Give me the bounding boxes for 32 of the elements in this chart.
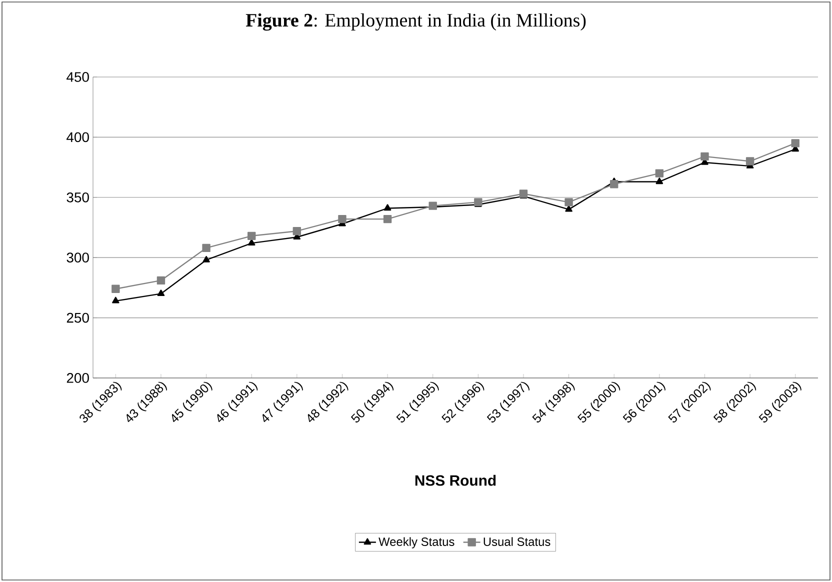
y-tick-label: 300 [66, 252, 89, 263]
point [112, 284, 120, 293]
y-tick-label: 200 [66, 373, 89, 383]
point [474, 198, 482, 206]
point [610, 180, 618, 188]
point [292, 227, 302, 236]
point [202, 256, 210, 262]
y-tick-label: 400 [66, 132, 89, 142]
x-axis-title: NSS Round [415, 474, 496, 486]
point [656, 178, 664, 184]
point [700, 152, 709, 161]
point [384, 204, 392, 211]
point [655, 169, 664, 178]
chart-title: Figure 2: Employment in India (in Millions) [246, 13, 586, 31]
point [248, 232, 256, 240]
point [248, 239, 256, 246]
point [112, 296, 120, 304]
y-tick-label: 450 [66, 72, 89, 82]
point [156, 276, 166, 285]
legend-label: Usual Status [484, 537, 550, 546]
y-tick-label: 350 [66, 192, 89, 202]
point [791, 139, 800, 148]
point [383, 214, 392, 224]
y-tick-label: 250 [66, 312, 89, 323]
point [564, 198, 573, 206]
point [338, 214, 346, 224]
point [157, 290, 165, 296]
point [746, 157, 754, 166]
legend-label: Weekly Status [378, 537, 454, 548]
point [519, 190, 528, 198]
point [202, 244, 210, 252]
point [565, 205, 572, 212]
